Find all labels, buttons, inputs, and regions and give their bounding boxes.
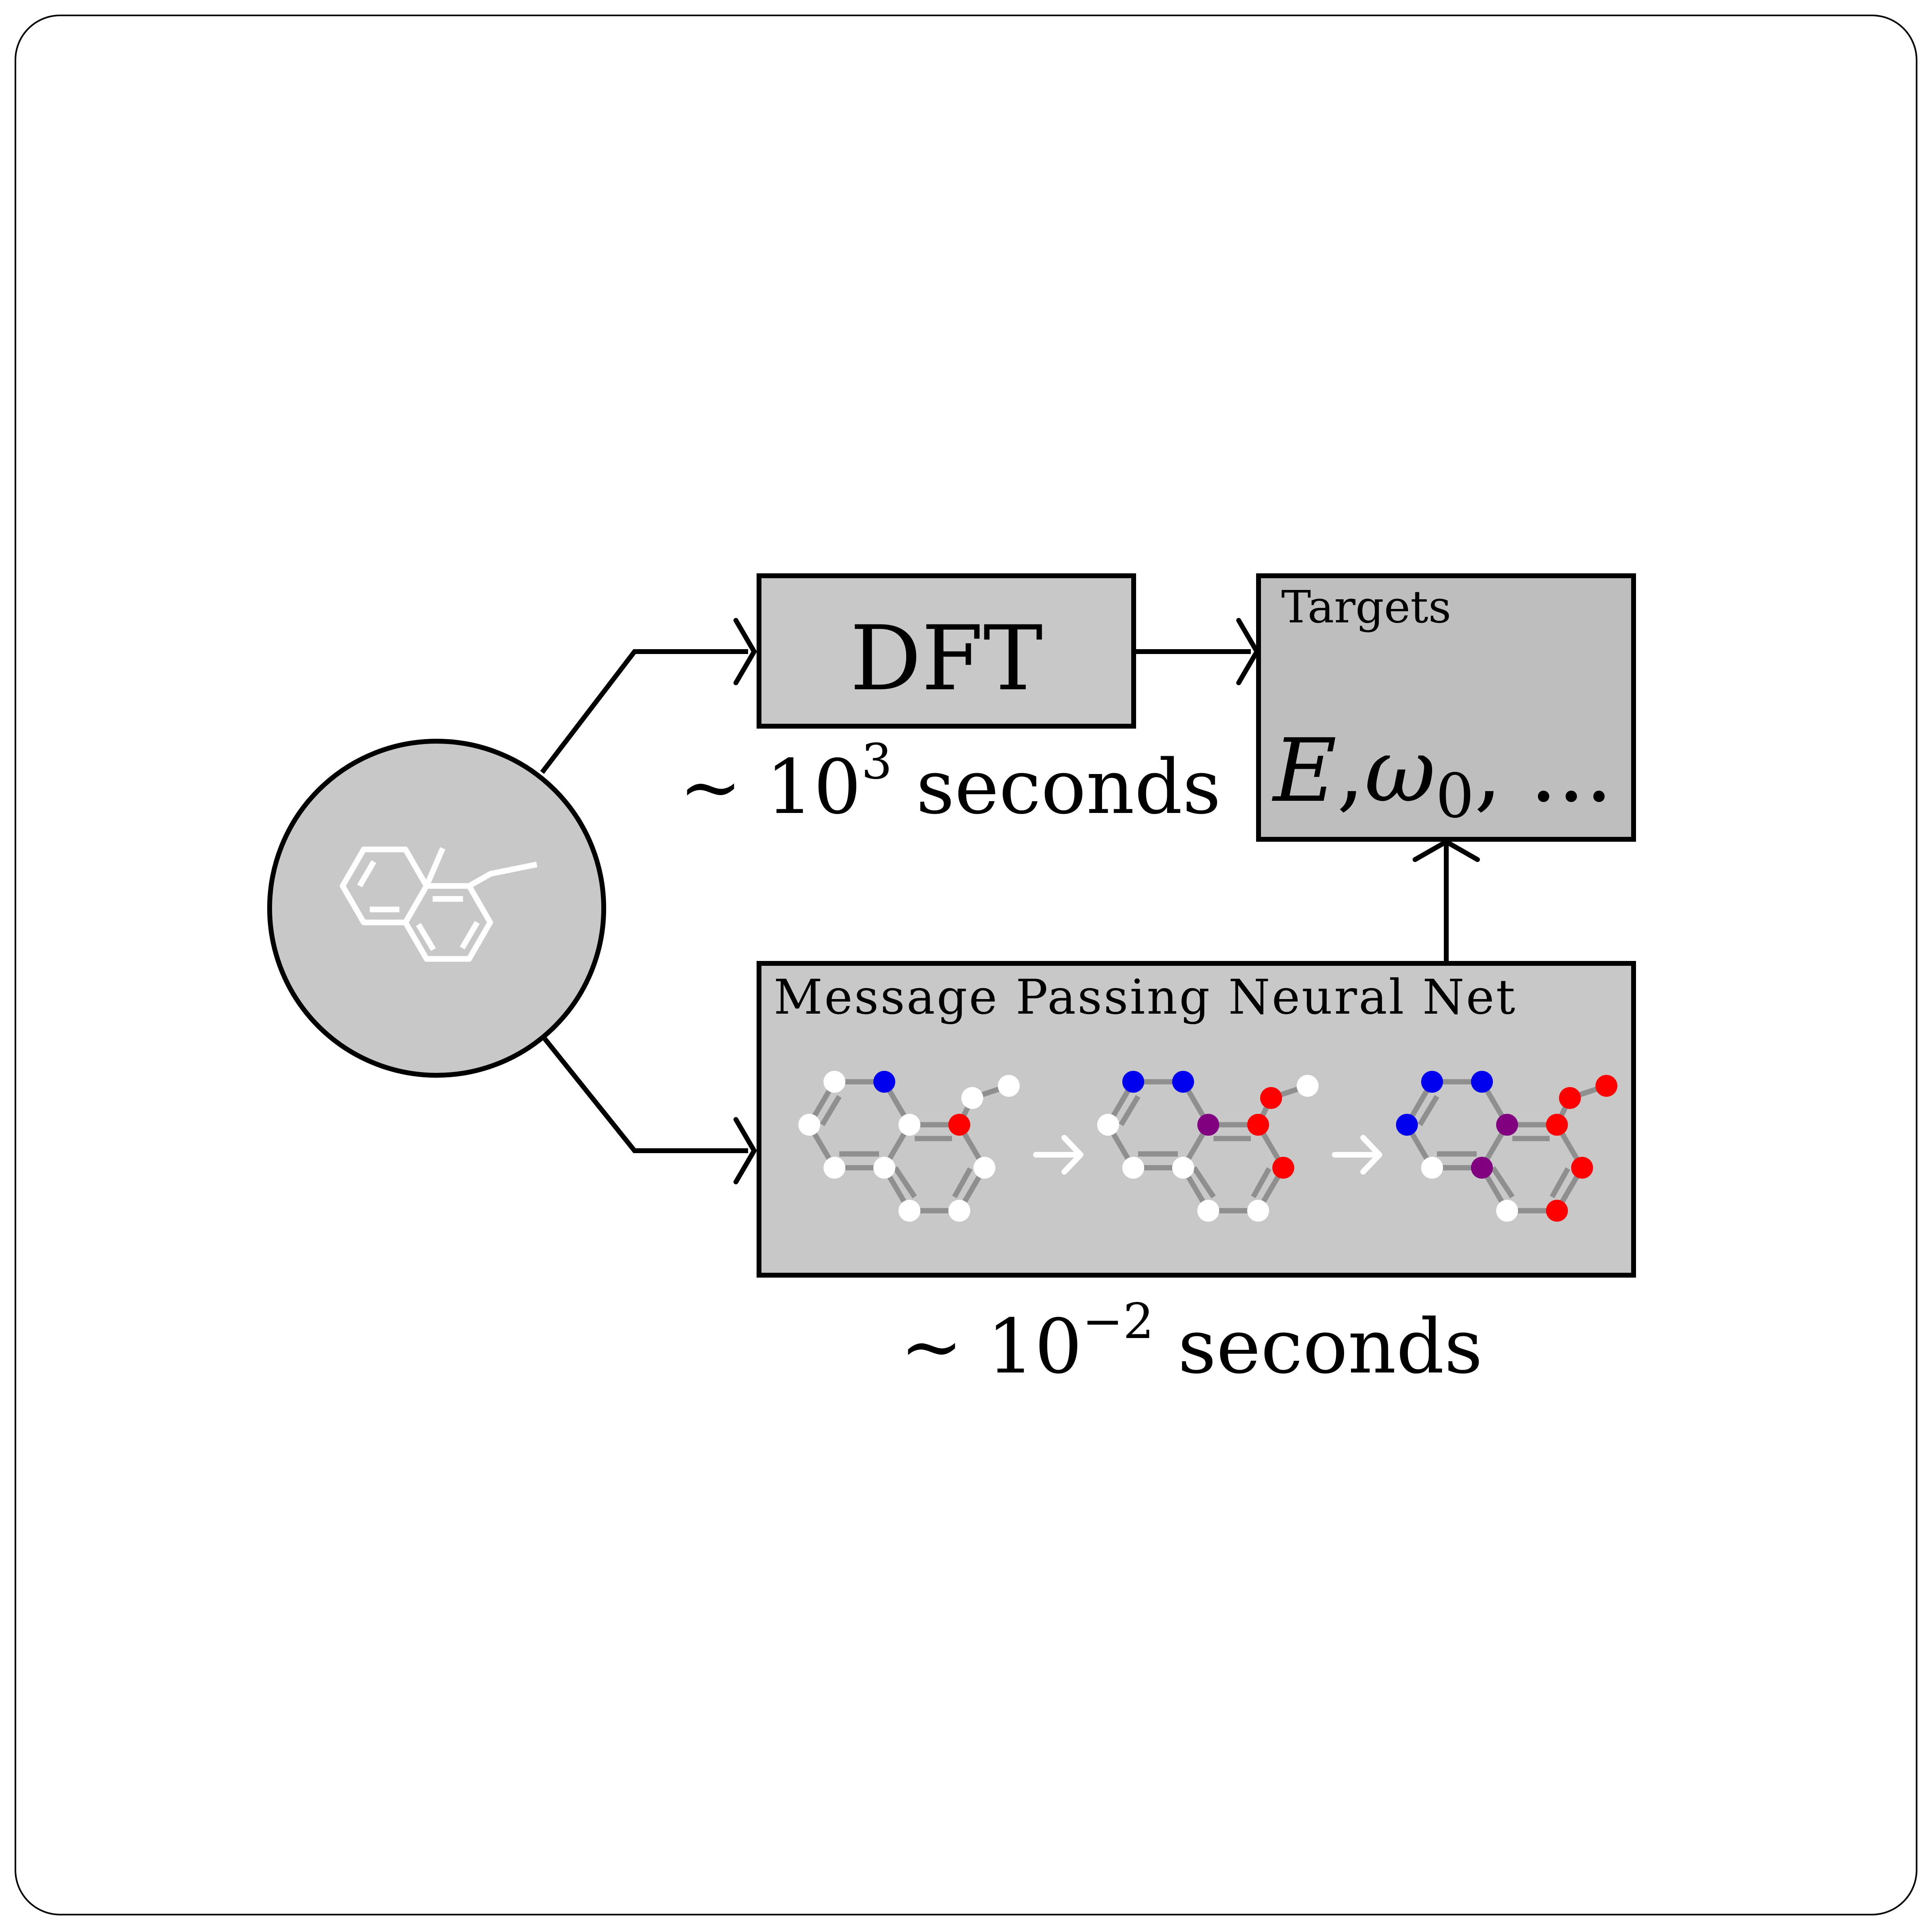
graph-node xyxy=(1247,1200,1269,1222)
graph-node xyxy=(1122,1157,1144,1179)
graph-node xyxy=(1496,1200,1518,1222)
mpnn-title: Message Passing Neural Net xyxy=(774,969,1517,1025)
graph-node xyxy=(1097,1114,1119,1136)
graph-node xyxy=(798,1114,820,1136)
graph-node xyxy=(873,1157,895,1179)
graph-node xyxy=(948,1200,970,1222)
graph-node xyxy=(961,1087,983,1109)
graph-node xyxy=(1197,1114,1219,1136)
arrowhead-to-mpnn xyxy=(733,1117,757,1184)
mpnn-time-label: ~ 10−2 seconds xyxy=(900,1293,1483,1390)
graph-node xyxy=(1559,1087,1581,1109)
input-molecule-node xyxy=(267,739,606,1078)
graph-node xyxy=(1272,1157,1294,1179)
molecule-icon xyxy=(340,847,538,962)
graph-node xyxy=(823,1071,845,1093)
targets-box xyxy=(1256,573,1636,842)
mpnn-time-exponent: −2 xyxy=(1082,1293,1154,1350)
molecular-graph-icon xyxy=(1396,1071,1617,1222)
graph-node xyxy=(898,1114,920,1136)
graph-node xyxy=(1421,1071,1443,1093)
graph-node xyxy=(1260,1087,1282,1109)
graph-node xyxy=(948,1114,970,1136)
connector-to-dft xyxy=(540,649,748,774)
graph-node xyxy=(1297,1075,1319,1097)
graph-node xyxy=(1172,1157,1194,1179)
graph-node xyxy=(1546,1114,1568,1136)
graph-node xyxy=(974,1157,995,1179)
dft-box xyxy=(757,573,1136,729)
molecular-graph-icon xyxy=(1097,1071,1319,1222)
dft-label: DFT xyxy=(850,607,1043,710)
graph-node xyxy=(1571,1157,1593,1179)
arrowhead-to-dft xyxy=(733,618,757,685)
graph-node xyxy=(1172,1071,1194,1093)
graph-node xyxy=(1396,1114,1418,1136)
graph-node xyxy=(898,1200,920,1222)
connector-to-mpnn xyxy=(542,1036,748,1153)
graph-node xyxy=(1247,1114,1269,1136)
molecular-graph-icon xyxy=(798,1071,1020,1222)
targets-values: E,ω0, ... xyxy=(1272,720,1613,832)
graph-node xyxy=(1197,1200,1219,1222)
graph-node xyxy=(1122,1071,1144,1093)
dft-time-exponent: 3 xyxy=(861,734,892,790)
graph-node xyxy=(1595,1075,1617,1097)
graph-node xyxy=(1471,1071,1493,1093)
graph-node xyxy=(1471,1157,1493,1179)
graph-node xyxy=(873,1071,895,1093)
graph-node xyxy=(823,1157,845,1179)
targets-title: Targets xyxy=(1281,581,1451,633)
mpnn-box xyxy=(757,961,1636,1278)
graph-node xyxy=(1421,1157,1443,1179)
dft-time-label: ~ 103 seconds xyxy=(679,734,1221,831)
graph-node xyxy=(998,1075,1020,1097)
graph-node xyxy=(1546,1200,1568,1222)
graph-node xyxy=(1496,1114,1518,1136)
